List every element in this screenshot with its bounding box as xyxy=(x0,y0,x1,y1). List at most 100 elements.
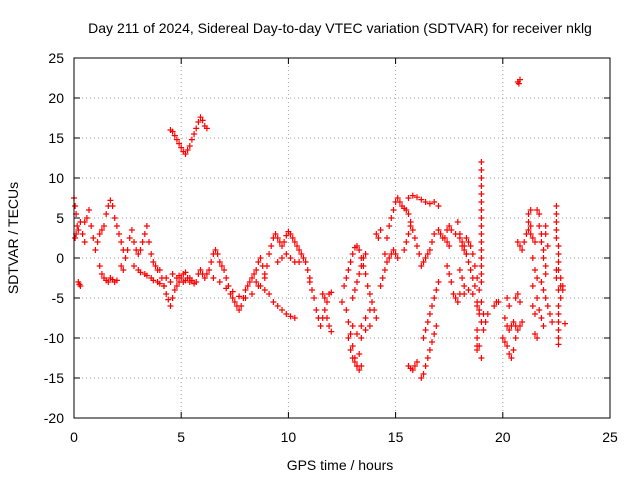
data-point xyxy=(403,207,410,213)
data-point xyxy=(182,151,189,157)
data-point xyxy=(261,287,268,293)
data-point xyxy=(184,147,191,153)
data-point xyxy=(366,323,373,329)
data-point xyxy=(88,223,95,229)
data-point xyxy=(347,259,354,265)
data-point xyxy=(281,239,288,245)
data-point xyxy=(540,323,547,329)
data-point xyxy=(471,283,478,289)
data-point xyxy=(176,272,183,279)
data-point xyxy=(478,263,485,269)
data-point xyxy=(249,291,255,297)
data-point xyxy=(173,283,180,289)
data-point xyxy=(446,271,453,277)
data-point xyxy=(126,235,133,241)
data-point xyxy=(542,271,549,277)
data-point xyxy=(478,231,485,237)
x-tick-label: 0 xyxy=(70,429,78,445)
data-point xyxy=(534,295,541,301)
y-tick-label: -15 xyxy=(44,370,64,386)
data-point xyxy=(343,275,350,281)
data-point xyxy=(298,251,305,257)
x-tick-label: 15 xyxy=(388,429,404,445)
data-point xyxy=(517,243,523,249)
data-point xyxy=(553,275,560,281)
data-point xyxy=(156,280,163,287)
data-point xyxy=(478,175,485,181)
data-point xyxy=(478,255,485,261)
data-point xyxy=(544,243,551,249)
chart-title: Day 211 of 2024, Sidereal Day-to-day VTE… xyxy=(88,20,592,36)
data-points xyxy=(71,76,568,381)
data-point xyxy=(161,283,167,289)
grid xyxy=(74,58,610,418)
data-point xyxy=(420,259,427,265)
data-point xyxy=(532,239,538,245)
data-point xyxy=(356,247,363,253)
x-tick-label: 25 xyxy=(602,429,618,445)
data-point xyxy=(540,247,547,253)
data-point xyxy=(456,231,463,237)
data-point xyxy=(152,263,159,269)
y-tick-label: 25 xyxy=(48,50,64,66)
data-point xyxy=(341,283,348,289)
data-point xyxy=(328,328,335,335)
data-point xyxy=(557,295,564,301)
data-point xyxy=(512,335,519,341)
data-point xyxy=(435,227,442,233)
data-point xyxy=(540,255,547,261)
data-point xyxy=(362,315,369,321)
data-point xyxy=(515,80,522,87)
y-tick-label: 20 xyxy=(48,90,64,106)
data-point xyxy=(261,271,268,277)
data-point xyxy=(441,235,448,241)
data-point xyxy=(418,196,425,203)
data-point xyxy=(98,227,105,233)
data-point xyxy=(218,263,225,269)
data-point xyxy=(467,267,474,273)
data-point xyxy=(454,219,461,225)
data-point xyxy=(287,255,294,261)
data-point xyxy=(478,223,485,229)
data-point xyxy=(300,255,307,261)
data-point xyxy=(529,283,536,289)
data-point xyxy=(244,283,251,289)
data-point xyxy=(72,203,79,209)
data-point xyxy=(274,235,281,241)
data-point xyxy=(266,251,273,257)
data-point xyxy=(364,283,371,289)
data-point xyxy=(120,267,127,273)
data-point xyxy=(420,371,427,377)
data-point xyxy=(171,132,178,139)
data-point xyxy=(362,251,369,257)
data-point xyxy=(469,291,476,297)
data-point xyxy=(478,271,485,277)
data-point xyxy=(236,307,243,313)
data-point xyxy=(435,203,442,209)
data-point xyxy=(75,227,82,233)
data-point xyxy=(540,287,547,293)
data-point xyxy=(94,239,101,245)
data-point xyxy=(384,235,390,241)
data-point xyxy=(296,247,303,253)
data-point xyxy=(478,199,485,205)
data-point xyxy=(478,279,485,285)
data-point xyxy=(437,231,444,237)
data-point xyxy=(555,319,562,325)
data-point xyxy=(128,227,135,233)
data-point xyxy=(446,243,453,249)
data-point xyxy=(529,235,536,241)
y-tick-label: 15 xyxy=(48,130,64,146)
data-point xyxy=(210,275,217,281)
y-tick-label: -20 xyxy=(44,410,64,426)
data-point xyxy=(405,195,412,201)
data-point xyxy=(448,279,455,285)
data-point xyxy=(424,251,431,257)
data-point xyxy=(534,275,541,281)
data-point xyxy=(534,335,541,341)
data-point xyxy=(373,315,380,321)
data-point xyxy=(478,207,485,213)
data-point xyxy=(379,275,386,281)
data-point xyxy=(450,291,457,297)
data-point xyxy=(358,323,365,329)
